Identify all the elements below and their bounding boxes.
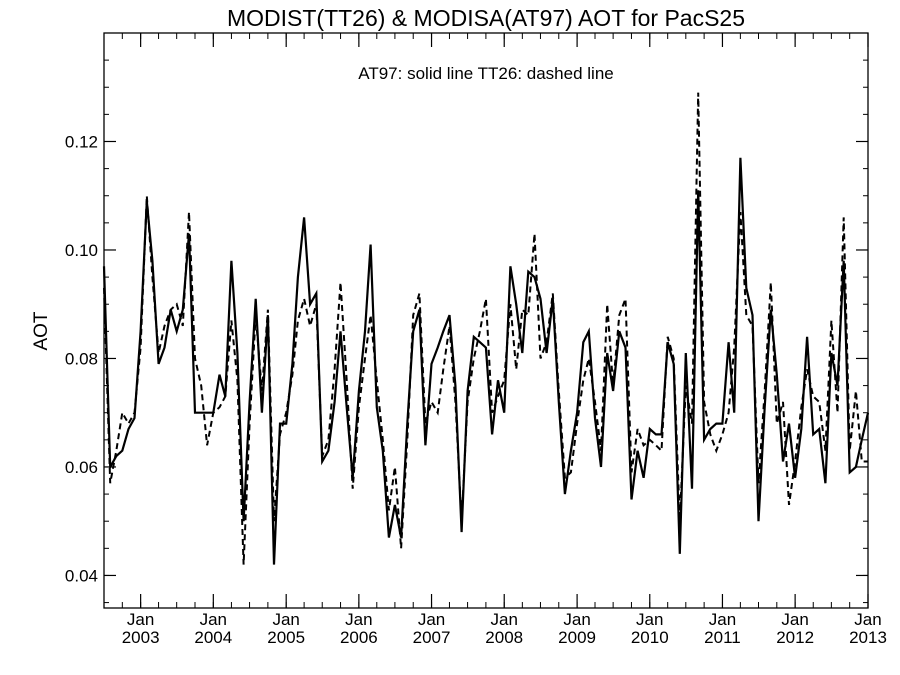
x-axis: Jan2003Jan2004Jan2005Jan2006Jan2007Jan20… [103,33,887,647]
x-tick-month-label: Jan [200,610,227,629]
series-style-annotation: AT97: solid line TT26: dashed line [358,64,613,83]
x-tick-month-label: Jan [418,610,445,629]
y-tick-label: 0.12 [65,132,98,151]
series-tt26-dashed-line [103,92,868,565]
x-tick-month-label: Jan [491,610,518,629]
x-tick-month-label: Jan [709,610,736,629]
x-tick-month-label: Jan [127,610,154,629]
chart-title: MODIST(TT26) & MODISA(AT97) AOT for PacS… [227,5,745,31]
x-tick-month-label: Jan [345,610,372,629]
x-tick-month-label: Jan [563,610,590,629]
x-tick-year-label: 2008 [485,628,523,647]
x-tick-year-label: 2006 [340,628,378,647]
y-tick-label: 0.10 [65,241,98,260]
x-tick-year-label: 2010 [631,628,669,647]
x-tick-month-label: Jan [854,610,881,629]
x-tick-year-label: 2009 [558,628,596,647]
y-axis-label: AOT [31,311,52,350]
x-tick-year-label: 2004 [194,628,232,647]
x-tick-month-label: Jan [781,610,808,629]
x-tick-year-label: 2007 [413,628,451,647]
y-tick-label: 0.08 [65,349,98,368]
x-tick-month-label: Jan [636,610,663,629]
x-tick-year-label: 2011 [704,628,741,647]
x-tick-month-label: Jan [272,610,299,629]
y-tick-label: 0.06 [65,458,98,477]
x-tick-year-label: 2013 [849,628,887,647]
series-at97-solid-line [102,157,870,565]
series-layer [102,92,870,565]
y-tick-label: 0.04 [65,566,98,585]
x-tick-year-label: 2012 [776,628,814,647]
x-tick-year-label: 2005 [267,628,305,647]
x-tick-year-label: 2003 [122,628,160,647]
